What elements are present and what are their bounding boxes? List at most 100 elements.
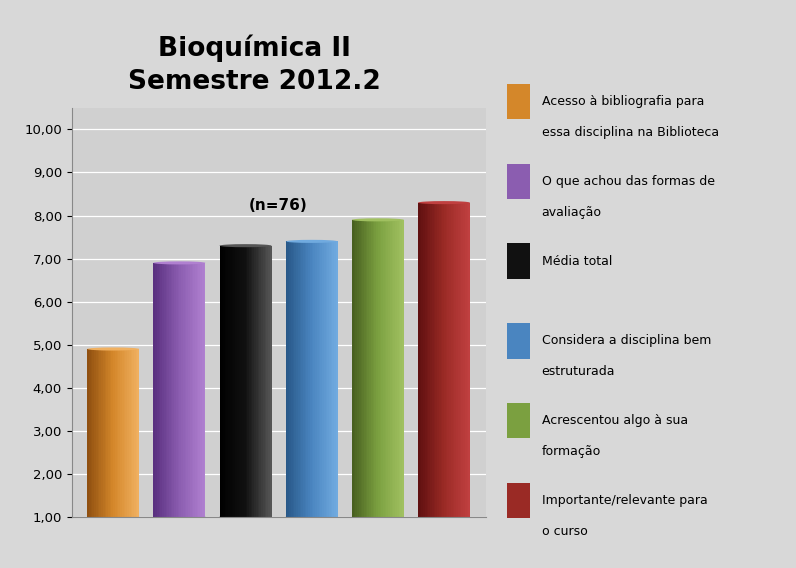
- Bar: [123, 349, 126, 517]
- Bar: [185, 263, 186, 517]
- Bar: [298, 241, 299, 517]
- Bar: [326, 241, 327, 517]
- Bar: [296, 241, 298, 517]
- Bar: [287, 241, 289, 517]
- Bar: [264, 246, 267, 517]
- Text: formação: formação: [541, 445, 601, 458]
- Bar: [235, 246, 237, 517]
- Bar: [333, 241, 334, 517]
- Bar: [447, 203, 449, 517]
- Bar: [455, 203, 456, 517]
- Bar: [110, 349, 111, 517]
- Bar: [230, 246, 232, 517]
- Ellipse shape: [88, 515, 139, 519]
- Bar: [444, 203, 446, 517]
- Bar: [362, 220, 364, 517]
- Bar: [418, 203, 419, 517]
- Ellipse shape: [154, 515, 205, 519]
- Bar: [374, 220, 377, 517]
- FancyBboxPatch shape: [507, 84, 530, 119]
- Bar: [267, 246, 268, 517]
- Bar: [289, 241, 291, 517]
- Bar: [324, 241, 326, 517]
- Bar: [306, 241, 308, 517]
- Bar: [373, 220, 374, 517]
- Bar: [308, 241, 310, 517]
- FancyBboxPatch shape: [507, 403, 530, 438]
- Bar: [92, 349, 94, 517]
- Bar: [100, 349, 101, 517]
- Ellipse shape: [220, 244, 271, 247]
- Bar: [263, 246, 265, 517]
- Bar: [423, 203, 425, 517]
- Bar: [195, 263, 197, 517]
- Bar: [127, 349, 129, 517]
- Bar: [453, 203, 455, 517]
- Ellipse shape: [418, 201, 470, 204]
- Bar: [162, 263, 164, 517]
- Bar: [451, 203, 453, 517]
- Bar: [178, 263, 179, 517]
- Bar: [98, 349, 100, 517]
- Bar: [111, 349, 113, 517]
- Text: Bioquímica II
Semestre 2012.2: Bioquímica II Semestre 2012.2: [128, 34, 381, 95]
- Ellipse shape: [286, 240, 338, 243]
- Bar: [456, 203, 458, 517]
- Bar: [299, 241, 302, 517]
- Bar: [239, 246, 240, 517]
- Bar: [421, 203, 423, 517]
- FancyBboxPatch shape: [507, 164, 530, 199]
- Bar: [131, 349, 132, 517]
- Bar: [428, 203, 430, 517]
- Bar: [228, 246, 230, 517]
- Ellipse shape: [418, 515, 470, 519]
- Bar: [314, 241, 315, 517]
- Bar: [459, 203, 462, 517]
- Bar: [400, 220, 402, 517]
- Bar: [383, 220, 384, 517]
- Bar: [430, 203, 432, 517]
- Bar: [329, 241, 331, 517]
- Bar: [227, 246, 228, 517]
- Bar: [204, 263, 205, 517]
- Bar: [388, 220, 390, 517]
- Bar: [119, 349, 120, 517]
- Bar: [317, 241, 318, 517]
- Bar: [446, 203, 447, 517]
- Bar: [89, 349, 91, 517]
- Bar: [312, 241, 314, 517]
- Text: Importante/relevante para: Importante/relevante para: [541, 494, 708, 507]
- Bar: [402, 220, 404, 517]
- Bar: [305, 241, 306, 517]
- Text: avaliação: avaliação: [541, 206, 602, 219]
- Ellipse shape: [352, 218, 404, 222]
- Bar: [202, 263, 204, 517]
- Bar: [197, 263, 198, 517]
- Bar: [369, 220, 371, 517]
- Bar: [286, 241, 287, 517]
- Bar: [132, 349, 134, 517]
- Bar: [364, 220, 366, 517]
- Text: (n=76): (n=76): [249, 198, 308, 213]
- Bar: [419, 203, 422, 517]
- Bar: [439, 203, 441, 517]
- Bar: [254, 246, 256, 517]
- Bar: [387, 220, 388, 517]
- Bar: [129, 349, 131, 517]
- Bar: [310, 241, 312, 517]
- Text: Acrescentou algo à sua: Acrescentou algo à sua: [541, 414, 688, 427]
- Bar: [384, 220, 387, 517]
- Bar: [303, 241, 305, 517]
- Bar: [353, 220, 355, 517]
- Bar: [270, 246, 271, 517]
- Bar: [315, 241, 317, 517]
- Bar: [463, 203, 465, 517]
- Text: estruturada: estruturada: [541, 365, 615, 378]
- Bar: [437, 203, 439, 517]
- Bar: [117, 349, 119, 517]
- Bar: [188, 263, 190, 517]
- Bar: [443, 203, 444, 517]
- Ellipse shape: [286, 515, 338, 519]
- Bar: [322, 241, 324, 517]
- Bar: [183, 263, 185, 517]
